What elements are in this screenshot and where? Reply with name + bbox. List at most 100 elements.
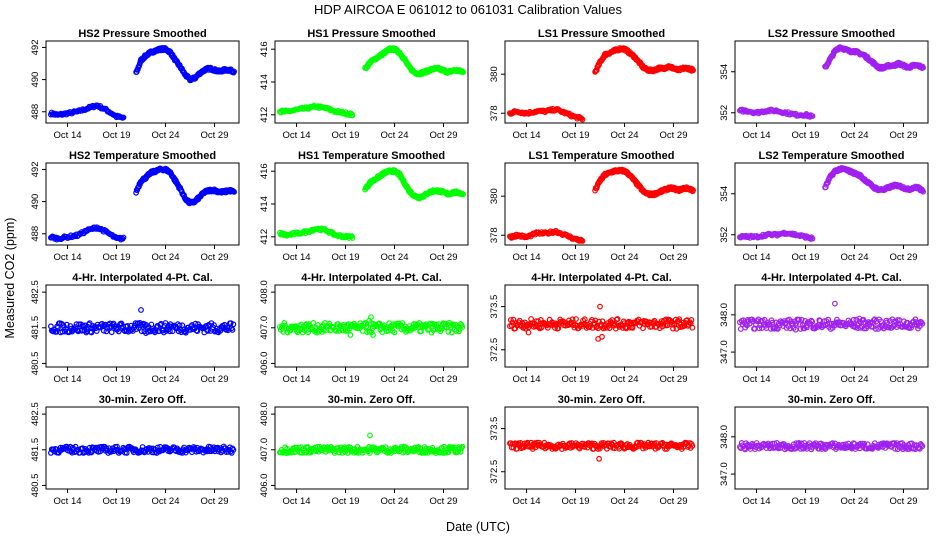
panel-3: LS1 Pressure Smoothed Oct 14 Oct 19 Oct 24 O… [489,28,699,141]
data-point [509,319,516,326]
data-point [230,447,237,453]
x-tick-label: Oct 19 [562,496,590,507]
data-point [204,327,210,334]
data-points [277,45,467,119]
x-tick-label: Oct 14 [283,252,311,263]
data-point [756,325,763,332]
panel-title: 30-min. Zero Off. [788,394,875,406]
data-point [333,328,340,334]
data-point [912,316,919,323]
x-tick-label: Oct 14 [743,130,771,141]
y-tick-label: 352 [719,227,730,243]
panel-grid: HS2 Pressure Smoothed Oct 14 Oct 19 Oct 24 O… [30,28,929,507]
data-points [277,432,466,457]
data-point [856,315,863,322]
panel-frame [504,162,699,246]
y-tick-label: 380 [489,188,500,204]
x-tick-label: Oct 24 [152,252,180,263]
data-point [441,443,447,450]
x-tick-label: Oct 14 [283,374,311,385]
x-tick-label: Oct 19 [103,374,131,385]
panel-4: LS2 Pressure Smoothed Oct 14 Oct 19 Oct 24 O… [719,28,929,141]
x-tick-label: Oct 29 [890,252,918,263]
data-point [920,188,926,195]
data-point [305,329,312,336]
data-points [737,44,926,120]
data-point [460,191,467,198]
data-points [48,165,238,243]
data-point [614,316,621,322]
x-tick-label: Oct 29 [201,252,229,263]
data-point [798,316,805,323]
y-tick-label: 378 [489,227,500,243]
panel-6: HS1 Temperature Smoothed Oct 14 Oct 19 Oct … [259,150,469,263]
panel-title: 4-Hr. Interpolated 4-Pt. Cal. [301,272,442,284]
x-axis-label: Date (UTC) [446,520,510,534]
data-points [277,167,467,241]
data-point [670,325,676,332]
x-tick-label: Oct 24 [841,374,869,385]
x-tick-label: Oct 14 [283,130,311,141]
data-point [688,317,695,323]
y-tick-label: 488 [30,226,41,242]
y-tick-label: 378 [489,105,500,121]
data-point [114,443,120,450]
x-tick-label: Oct 14 [743,252,771,263]
data-point [103,328,110,335]
data-point [809,235,816,242]
data-point [230,321,237,328]
x-tick-label: Oct 29 [660,130,688,141]
x-tick-label: Oct 19 [562,374,590,385]
y-tick-label: 354 [719,186,730,202]
y-tick-label: 414 [259,196,270,212]
data-point [581,316,588,323]
data-point [920,64,926,71]
data-point [366,317,373,324]
x-tick-label: Oct 24 [611,496,639,507]
panel-title: HS2 Temperature Smoothed [69,150,216,162]
data-point [337,322,344,329]
panel-frame [45,284,240,368]
x-tick-label: Oct 24 [152,374,180,385]
data-point [418,328,424,335]
data-point [349,235,356,241]
x-tick-label: Oct 14 [513,496,541,507]
data-points [48,45,238,121]
data-point [597,303,603,310]
panel-title: 4-Hr. Interpolated 4-Pt. Cal. [72,272,213,284]
data-point [460,69,467,76]
panel-title: 30-min. Zero Off. [558,394,645,406]
x-tick-label: Oct 24 [841,130,869,141]
figure-title: HDP AIRCOA E 061012 to 061031 Calibratio… [314,2,623,17]
x-tick-label: Oct 14 [513,252,541,263]
panel-7: LS1 Temperature Smoothed Oct 14 Oct 19 Oct … [489,150,699,263]
x-tick-label: Oct 24 [611,374,639,385]
panel-frame [504,284,699,368]
x-tick-label: Oct 29 [890,496,918,507]
x-tick-label: Oct 19 [103,130,131,141]
panel-frame [734,406,929,490]
x-tick-label: Oct 19 [562,130,590,141]
data-point [229,327,236,333]
x-tick-label: Oct 29 [430,374,458,385]
y-tick-label: 354 [719,64,730,80]
data-point [689,324,696,331]
panel-11: 4-Hr. Interpolated 4-Pt. Cal. Oct 14 Oct 1… [489,272,699,385]
y-tick-label: 372.5 [489,460,500,484]
x-tick-label: Oct 24 [152,130,180,141]
x-tick-label: Oct 19 [792,130,820,141]
x-tick-label: Oct 14 [54,252,82,263]
x-tick-label: Oct 14 [513,130,541,141]
data-point [908,325,914,331]
x-tick-label: Oct 29 [660,374,688,385]
y-tick-label: 347.0 [719,340,730,364]
x-tick-label: Oct 19 [332,252,360,263]
data-point [638,440,645,446]
y-tick-label: 490 [30,194,41,210]
x-tick-label: Oct 29 [890,130,918,141]
panel-title: LS2 Temperature Smoothed [759,150,905,162]
x-tick-label: Oct 14 [54,496,82,507]
data-point [391,329,398,336]
data-point [825,179,831,186]
